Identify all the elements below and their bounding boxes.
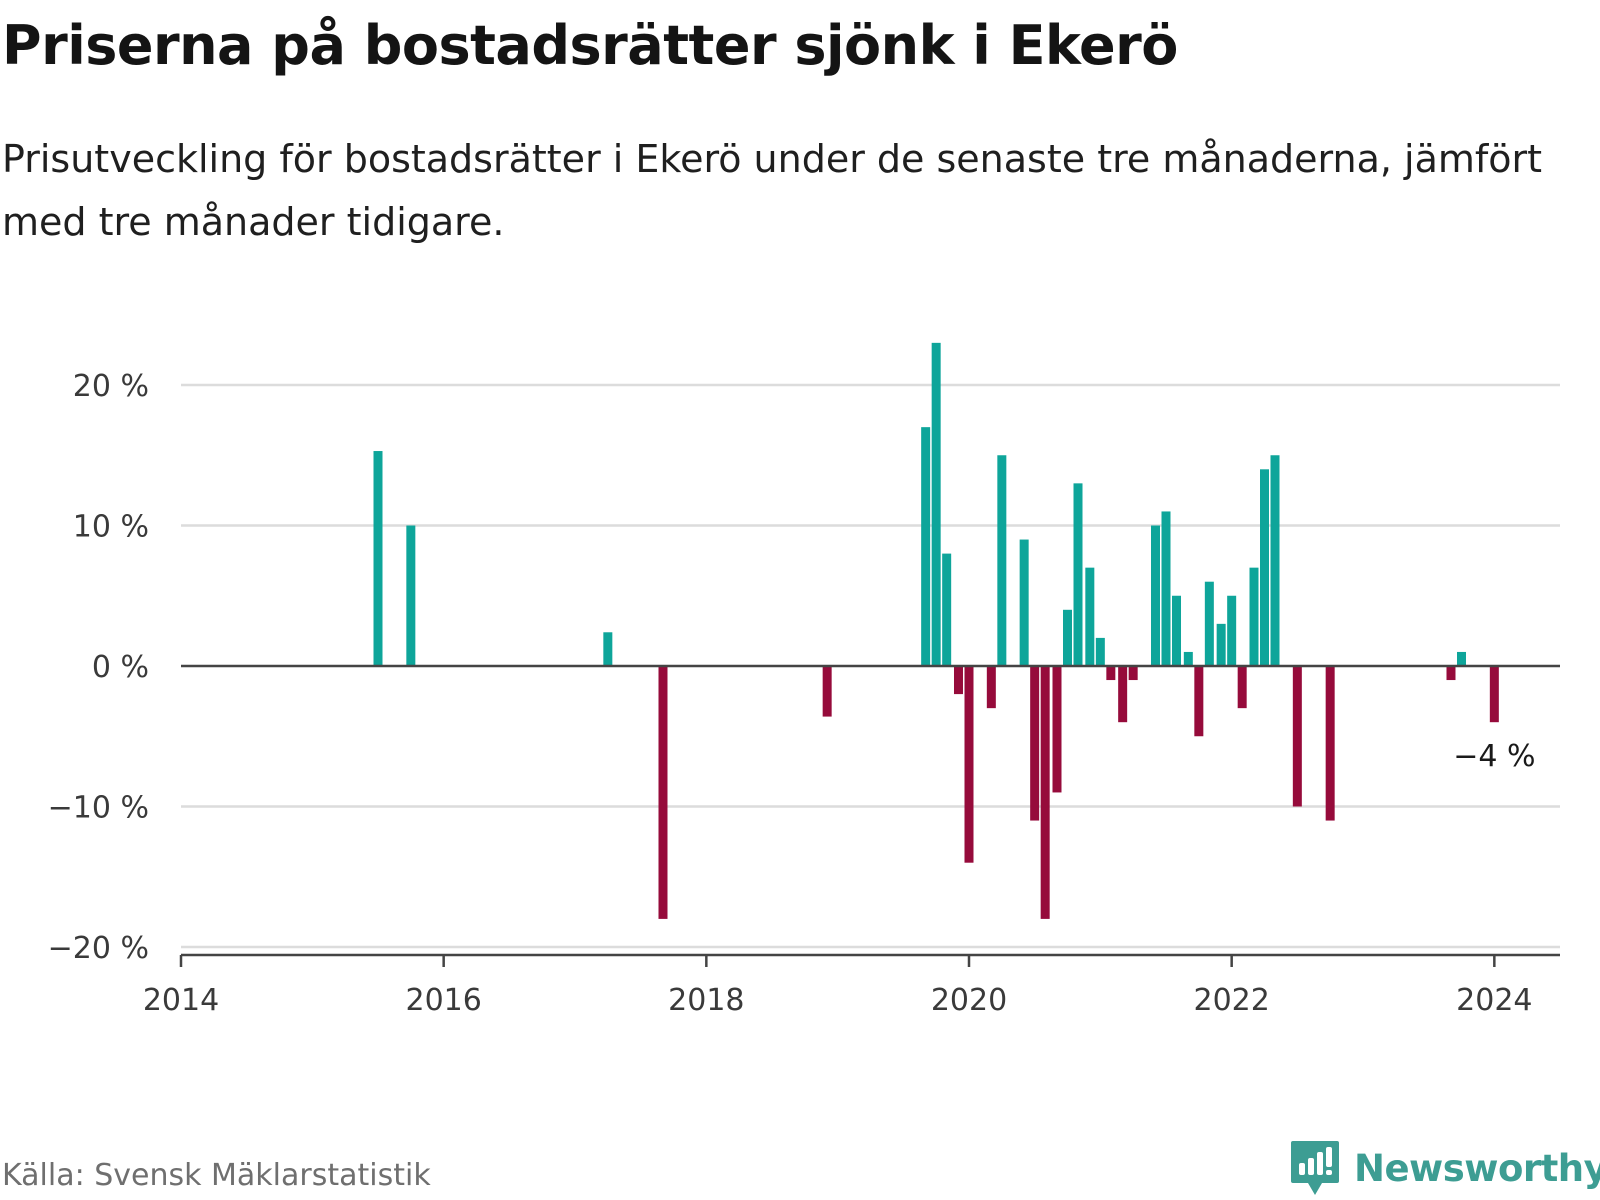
bar <box>1260 469 1269 666</box>
bar <box>1118 666 1128 723</box>
bar <box>822 666 832 717</box>
bar <box>603 632 613 666</box>
bar <box>1183 651 1193 666</box>
bar <box>1095 637 1105 666</box>
bar <box>1270 455 1280 666</box>
bar <box>1150 525 1160 666</box>
bar <box>406 525 416 666</box>
bar <box>1085 567 1095 666</box>
bar <box>1030 666 1040 821</box>
bar <box>1172 595 1182 666</box>
bar <box>1019 539 1029 666</box>
y-tick-label: −20 % <box>48 931 149 966</box>
bar <box>1063 609 1072 666</box>
labels: −20 % −10 % 0 % 10 % 20 % 2014 2016 2018 2020 202… <box>48 369 1536 1018</box>
bar <box>1249 567 1259 666</box>
source-note: Källa: Svensk Mäklarstatistik <box>2 1158 431 1193</box>
x-tick-label: 2024 <box>1456 983 1532 1018</box>
bar <box>1040 666 1050 919</box>
bar <box>1106 666 1116 681</box>
bar <box>997 455 1007 666</box>
brand-name: Newsworthy <box>1354 1146 1600 1190</box>
x-tick-label: 2022 <box>1193 983 1269 1018</box>
bar <box>1161 511 1171 666</box>
x-tick-label: 2020 <box>931 983 1007 1018</box>
bar <box>1227 595 1237 666</box>
bar <box>1325 666 1335 821</box>
bar <box>658 666 668 919</box>
brand-logo[interactable]: Newsworthy <box>1290 1138 1600 1198</box>
bar <box>931 342 941 666</box>
axes <box>179 664 1560 967</box>
bar <box>964 666 974 863</box>
bar-chart: −20 % −10 % 0 % 10 % 20 % 2014 2016 2018 2020 202… <box>48 342 1560 1018</box>
y-tick-label: 0 % <box>92 650 149 685</box>
x-tick-label: 2018 <box>668 983 744 1018</box>
bar <box>1292 666 1302 807</box>
bar <box>1237 666 1247 709</box>
chart-subtitle: Prisutveckling för bostadsrätter i Ekerö… <box>2 137 1543 244</box>
bar <box>1216 623 1226 666</box>
bar <box>1073 483 1083 666</box>
bar <box>1194 666 1204 737</box>
bar <box>1052 666 1062 793</box>
bar <box>986 666 996 709</box>
y-tick-label: 20 % <box>73 369 149 404</box>
value-annotation: −4 % <box>1453 739 1535 774</box>
bar <box>373 451 383 666</box>
x-tick-label: 2014 <box>143 983 219 1018</box>
bar <box>953 666 963 695</box>
y-tick-label: −10 % <box>48 791 149 826</box>
chart-title: Priserna på bostadsrätter sjönk i Ekerö <box>2 14 1178 77</box>
y-tick-label: 10 % <box>73 510 149 545</box>
bar <box>1128 666 1138 681</box>
bar <box>921 427 931 666</box>
bars <box>373 342 1499 919</box>
bar <box>1489 666 1499 723</box>
bar <box>1457 651 1466 666</box>
bar <box>942 553 952 666</box>
bar <box>1204 581 1214 666</box>
newsworthy-logo-icon <box>1291 1141 1339 1195</box>
x-tick-label: 2016 <box>405 983 481 1018</box>
bar <box>1446 666 1456 681</box>
